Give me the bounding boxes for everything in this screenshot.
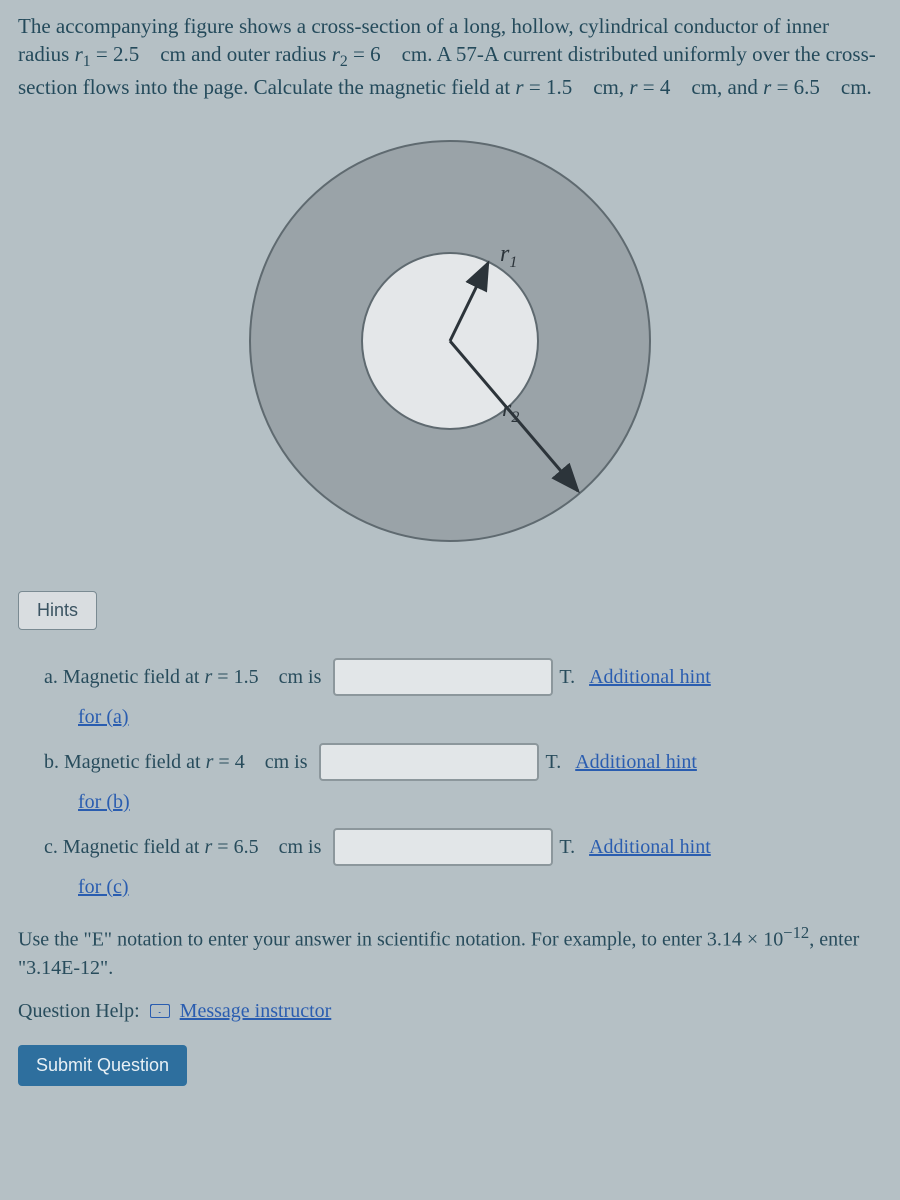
part-c-unit: T. — [559, 836, 575, 859]
question-help-row: Question Help: Message instructor — [18, 1000, 882, 1023]
part-b-for-link[interactable]: for (b) — [78, 791, 130, 813]
answer-parts: a. Magnetic field at r = 1.5 cm is T. Ad… — [18, 658, 882, 899]
part-a-hint-link[interactable]: Additional hint — [589, 666, 711, 689]
part-c-input[interactable] — [333, 828, 553, 866]
problem-statement: The accompanying figure shows a cross-se… — [18, 12, 882, 101]
figure-container: r1 r2 — [18, 131, 882, 551]
notation-help: Use the "E" notation to enter your answe… — [18, 921, 882, 982]
part-b-row: b. Magnetic field at r = 4 cm is T. Addi… — [44, 743, 882, 781]
question-help-label: Question Help: — [18, 1000, 140, 1023]
part-a-input[interactable] — [333, 658, 553, 696]
mail-icon — [150, 1004, 170, 1018]
cylinder-cross-section-figure: r1 r2 — [240, 131, 660, 551]
message-instructor-link[interactable]: Message instructor — [180, 1000, 332, 1023]
part-c-row: c. Magnetic field at r = 6.5 cm is T. Ad… — [44, 828, 882, 866]
part-a-unit: T. — [559, 666, 575, 689]
part-a-for-link[interactable]: for (a) — [78, 706, 129, 728]
part-b-input[interactable] — [319, 743, 539, 781]
part-c-hint-link[interactable]: Additional hint — [589, 836, 711, 859]
hints-button[interactable]: Hints — [18, 591, 97, 630]
submit-question-button[interactable]: Submit Question — [18, 1045, 187, 1086]
part-b-unit: T. — [545, 751, 561, 774]
part-a-row: a. Magnetic field at r = 1.5 cm is T. Ad… — [44, 658, 882, 696]
part-c-for-link[interactable]: for (c) — [78, 876, 129, 898]
part-b-hint-link[interactable]: Additional hint — [575, 751, 697, 774]
